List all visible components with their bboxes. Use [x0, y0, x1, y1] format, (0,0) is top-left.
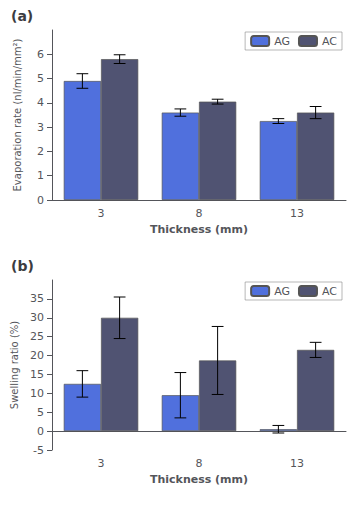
svg-text:3: 3: [37, 121, 44, 134]
svg-text:AG: AG: [274, 35, 290, 48]
svg-text:5: 5: [37, 72, 44, 85]
svg-text:4: 4: [37, 96, 44, 109]
svg-text:5: 5: [37, 406, 44, 419]
svg-text:Evaporation rate (nl/min/mm²): Evaporation rate (nl/min/mm²): [12, 38, 23, 191]
svg-text:Thickness (mm): Thickness (mm): [150, 223, 248, 236]
svg-text:1: 1: [37, 169, 44, 182]
svg-text:35: 35: [30, 292, 44, 305]
svg-text:AC: AC: [322, 285, 337, 298]
svg-text:0: 0: [37, 425, 44, 438]
svg-text:15: 15: [30, 368, 44, 381]
svg-text:-5: -5: [33, 444, 44, 457]
svg-text:(b): (b): [11, 258, 34, 274]
svg-text:8: 8: [196, 457, 203, 470]
svg-text:8: 8: [196, 207, 203, 220]
svg-text:6: 6: [37, 48, 44, 61]
svg-text:10: 10: [30, 387, 44, 400]
svg-text:13: 13: [290, 457, 304, 470]
svg-text:30: 30: [30, 311, 44, 324]
svg-text:3: 3: [98, 457, 105, 470]
svg-text:AG: AG: [274, 285, 290, 298]
svg-text:Swelling ratio (%): Swelling ratio (%): [9, 321, 20, 410]
svg-text:25: 25: [30, 330, 44, 343]
svg-text:(a): (a): [11, 8, 33, 24]
svg-text:0: 0: [37, 194, 44, 207]
svg-text:20: 20: [30, 349, 44, 362]
svg-text:13: 13: [290, 207, 304, 220]
svg-text:Thickness (mm): Thickness (mm): [150, 473, 248, 486]
svg-text:AC: AC: [322, 35, 337, 48]
svg-text:3: 3: [98, 207, 105, 220]
svg-text:2: 2: [37, 145, 44, 158]
